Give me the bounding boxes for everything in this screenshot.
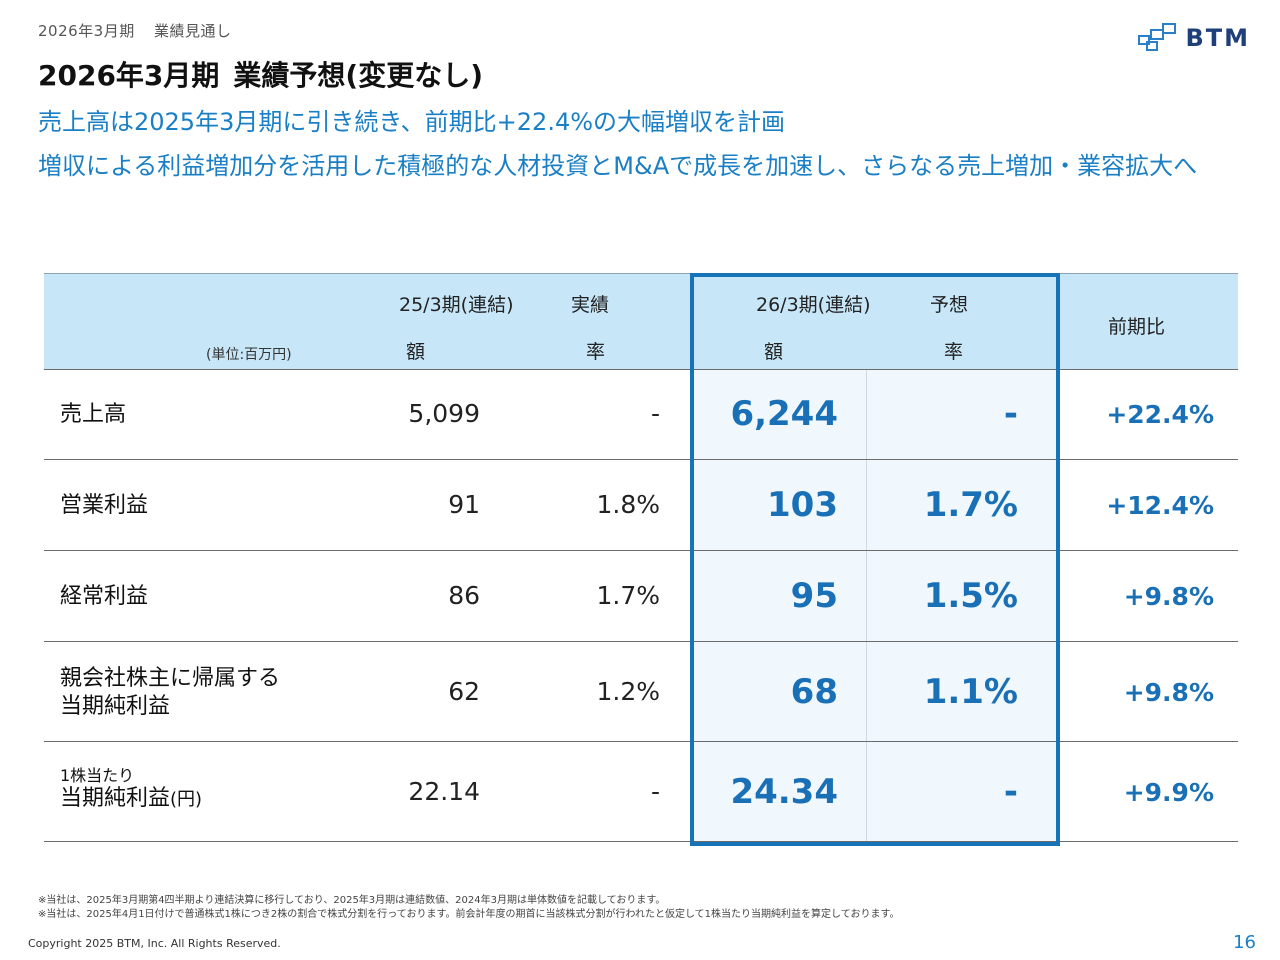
actual-rate: - — [650, 777, 660, 806]
page-title-sub: 業績予想(変更なし) — [233, 59, 484, 92]
forecast-amount: 6,244 — [730, 394, 838, 434]
lead-text-1: 売上高は2025年3月期に引き続き、前期比+22.4%の大幅増収を計画 — [38, 108, 786, 136]
forecast-rate: 1.5% — [923, 576, 1018, 616]
btm-logo-icon — [1138, 23, 1177, 51]
footnotes: ※当社は、2025年3月期第4四半期より連結決算に移行しており、2025年3月期… — [38, 894, 899, 922]
row-divider — [44, 841, 1238, 842]
forecast-column-bg — [690, 369, 1056, 841]
header-actual-period: 25/3期(連結) — [399, 294, 514, 316]
col-divider — [866, 369, 867, 841]
footnote-1: ※当社は、2025年3月期第4四半期より連結決算に移行しており、2025年3月期… — [38, 895, 666, 906]
breadcrumb-period: 2026年3月期 — [38, 22, 135, 40]
forecast-amount: 103 — [767, 485, 838, 525]
actual-amount: 91 — [448, 490, 480, 519]
yoy-change: +22.4% — [1106, 400, 1214, 429]
row-label: 1株当たり 当期純利益(円) — [60, 767, 202, 814]
yoy-change: +12.4% — [1106, 491, 1214, 520]
page-number: 16 — [1233, 932, 1256, 953]
forecast-amount: 68 — [790, 672, 838, 712]
forecast-rate: - — [1003, 772, 1018, 812]
yoy-change: +9.8% — [1123, 678, 1214, 707]
table-unit: (単位:百万円) — [206, 347, 292, 363]
header-forecast-tag: 予想 — [930, 294, 969, 316]
page-title: 2026年3月期 業績予想(変更なし) — [38, 54, 483, 94]
table-header-bg — [44, 273, 1238, 370]
actual-amount: 86 — [448, 581, 480, 610]
actual-rate: 1.7% — [596, 581, 660, 610]
header-actual-tag: 実績 — [571, 294, 610, 316]
actual-rate: 1.2% — [596, 677, 660, 706]
actual-rate: - — [650, 399, 660, 428]
row-divider — [44, 741, 1238, 742]
forecast-amount: 95 — [790, 576, 838, 616]
row-label: 親会社株主に帰属する 当期純利益 — [60, 665, 280, 721]
row-label: 経常利益 — [60, 584, 149, 609]
logo-text: BTM — [1185, 24, 1250, 52]
actual-amount: 62 — [448, 677, 480, 706]
page-title-main: 2026年3月期 — [38, 59, 220, 92]
header-yoy: 前期比 — [1108, 316, 1166, 338]
breadcrumb: 2026年3月期 業績見通し — [38, 20, 232, 41]
row-label: 売上高 — [60, 402, 127, 427]
forecast-rate: 1.1% — [923, 672, 1018, 712]
actual-rate: 1.8% — [596, 490, 660, 519]
forecast-table: 25/3期(連結) 実績 26/3期(連結) 予想 額 率 額 率 前期比 (単… — [44, 273, 1238, 846]
breadcrumb-section: 業績見通し — [154, 22, 232, 40]
row-label-line2: 当期純利益 — [60, 694, 171, 719]
row-divider — [44, 641, 1238, 642]
header-actual-rate: 率 — [586, 341, 606, 363]
row-divider — [44, 550, 1238, 551]
lead-text-2: 増収による利益増加分を活用した積極的な人材投資とM&Aで成長を加速し、さらなる売… — [38, 152, 1198, 180]
actual-amount: 22.14 — [408, 777, 480, 806]
forecast-rate: - — [1003, 394, 1018, 434]
header-forecast-amount: 額 — [764, 341, 784, 363]
forecast-amount: 24.34 — [730, 772, 838, 812]
actual-amount: 5,099 — [408, 399, 480, 428]
forecast-rate: 1.7% — [923, 485, 1018, 525]
yoy-change: +9.9% — [1123, 778, 1214, 807]
footnote-2: ※当社は、2025年4月1日付けで普通株式1株につき2株の割合で株式分割を行って… — [38, 909, 900, 920]
header-actual-amount: 額 — [406, 341, 426, 363]
header-forecast-rate: 率 — [944, 341, 964, 363]
yoy-change: +9.8% — [1123, 582, 1214, 611]
row-divider — [44, 459, 1238, 460]
copyright: Copyright 2025 BTM, Inc. All Rights Rese… — [28, 937, 281, 950]
forecast-highlight-frame — [690, 273, 1060, 846]
row-label-unit: (円) — [170, 789, 203, 810]
row-label: 営業利益 — [60, 493, 149, 518]
company-logo: BTM — [1137, 22, 1250, 54]
row-label-small: 1株当たり — [60, 766, 135, 785]
row-label-main: 当期純利益 — [60, 786, 171, 811]
row-divider — [44, 369, 1238, 370]
header-forecast-period: 26/3期(連結) — [756, 294, 871, 316]
row-label-line1: 親会社株主に帰属する — [60, 666, 281, 691]
